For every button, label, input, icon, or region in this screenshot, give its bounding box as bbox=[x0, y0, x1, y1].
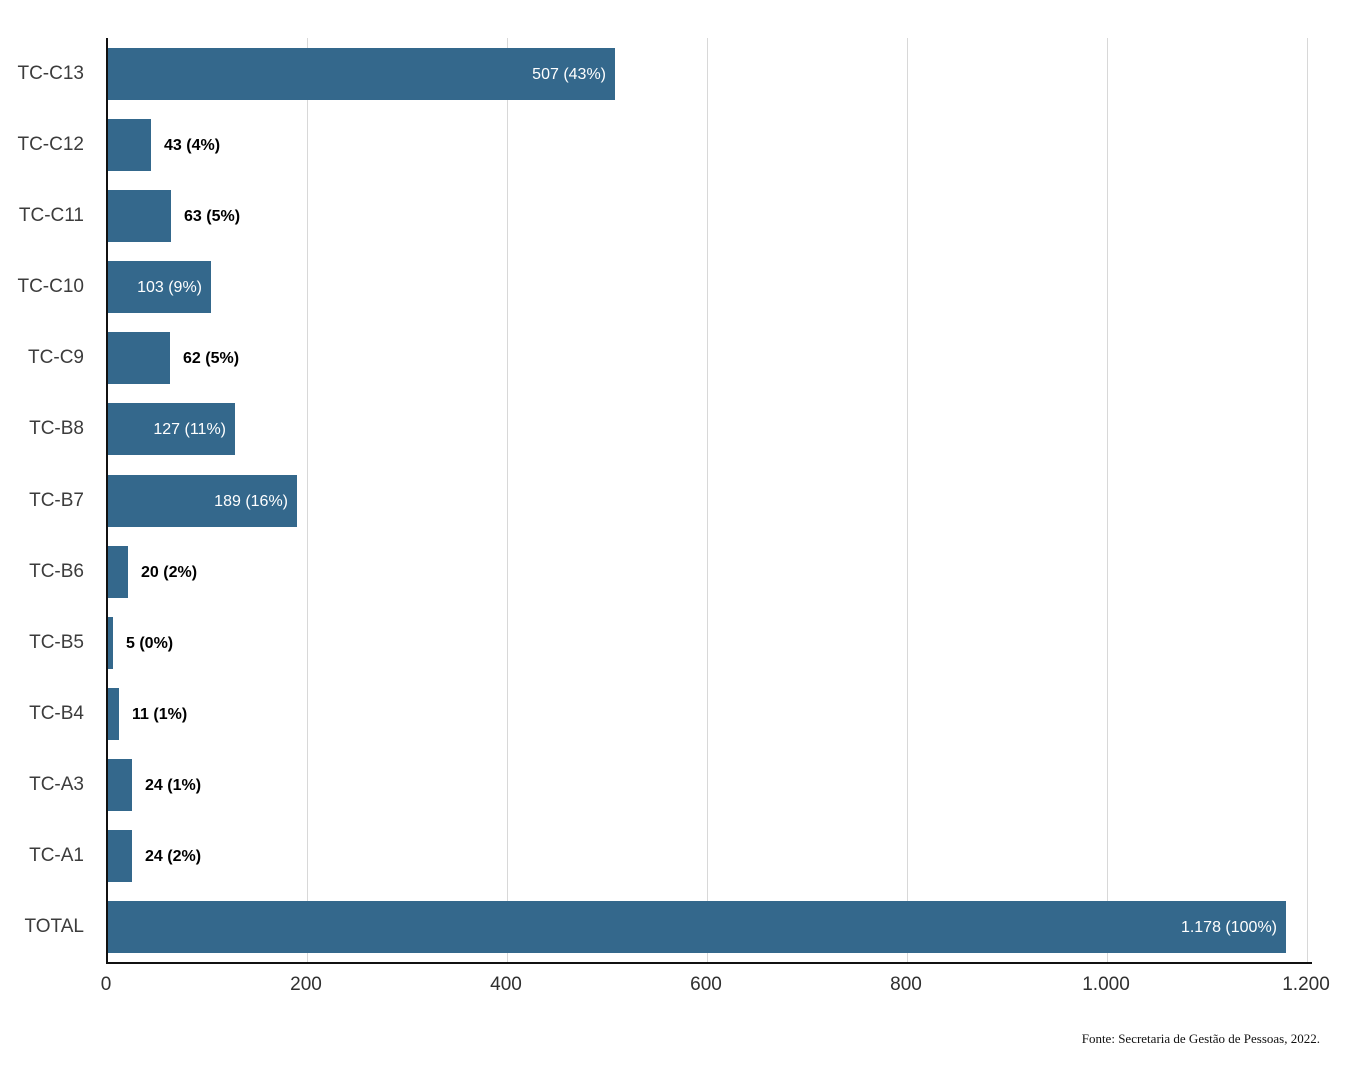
x-tick-label-0: 0 bbox=[100, 974, 112, 995]
category-label-tc-c13: TC-C13 bbox=[17, 62, 84, 84]
bar-tc-c13 bbox=[108, 47, 615, 100]
gridline-800 bbox=[907, 38, 908, 963]
x-tick-label-1200: 1.200 bbox=[1282, 974, 1330, 995]
value-label-total: 1.178 (100%) bbox=[1180, 919, 1277, 937]
category-label-tc-b7: TC-B7 bbox=[29, 489, 84, 511]
category-label-tc-a3: TC-A3 bbox=[29, 774, 84, 796]
bar-tc-a1 bbox=[108, 830, 132, 883]
category-label-total: TOTAL bbox=[24, 916, 84, 938]
bar-total bbox=[108, 901, 1286, 954]
category-label-tc-c9: TC-C9 bbox=[28, 347, 84, 369]
value-label-tc-c11: 63 (5%) bbox=[184, 207, 241, 225]
category-label-tc-b4: TC-B4 bbox=[29, 702, 84, 724]
gridline-400 bbox=[507, 38, 508, 963]
bar-tc-c11 bbox=[108, 189, 171, 242]
category-label-tc-c12: TC-C12 bbox=[17, 133, 84, 155]
x-tick-label-800: 800 bbox=[890, 974, 922, 995]
bar-tc-c10 bbox=[108, 261, 211, 314]
bar-tc-b6 bbox=[108, 545, 128, 598]
value-label-tc-c12: 43 (4%) bbox=[164, 136, 221, 154]
bar-tc-c9 bbox=[108, 332, 170, 385]
bar-tc-c12 bbox=[108, 118, 151, 171]
value-label-tc-b5: 5 (0%) bbox=[126, 634, 174, 652]
value-label-tc-b4: 11 (1%) bbox=[132, 705, 188, 723]
value-label-tc-c10: 103 (9%) bbox=[137, 279, 202, 297]
bar-tc-b7 bbox=[108, 474, 297, 527]
x-tick-label-200: 200 bbox=[290, 974, 322, 995]
x-tick-label-600: 600 bbox=[690, 974, 722, 995]
value-label-tc-c9: 62 (5%) bbox=[183, 350, 240, 368]
bar-tc-b4 bbox=[108, 687, 119, 740]
category-label-tc-b5: TC-B5 bbox=[29, 631, 84, 653]
value-label-tc-a1: 24 (2%) bbox=[145, 848, 202, 866]
x-tick-label-1000: 1.000 bbox=[1082, 974, 1130, 995]
gridline-200 bbox=[307, 38, 308, 963]
x-axis-line bbox=[106, 962, 1312, 964]
value-label-tc-b7: 189 (16%) bbox=[214, 492, 288, 510]
bar-tc-a3 bbox=[108, 759, 132, 812]
category-label-tc-c11: TC-C11 bbox=[18, 204, 84, 226]
category-label-tc-b8: TC-B8 bbox=[29, 418, 84, 440]
category-label-tc-a1: TC-A1 bbox=[29, 845, 84, 867]
gridline-600 bbox=[707, 38, 708, 963]
bar-tc-b8 bbox=[108, 403, 235, 456]
value-label-tc-c13: 507 (43%) bbox=[532, 65, 606, 83]
plot-area: 507 (43%) 43 (4%) 63 (5%) 103 (9%) 62 (5%) 12… bbox=[106, 38, 1308, 963]
bar-tc-b5 bbox=[108, 616, 113, 669]
source-note: Fonte: Secretaria de Gestão de Pessoas, … bbox=[1081, 1031, 1320, 1046]
category-label-tc-c10: TC-C10 bbox=[17, 276, 84, 298]
gridline-1000 bbox=[1107, 38, 1108, 963]
category-label-tc-b6: TC-B6 bbox=[29, 560, 84, 582]
gridline-1200 bbox=[1307, 38, 1308, 963]
value-label-tc-b8: 127 (11%) bbox=[153, 421, 226, 439]
value-label-tc-a3: 24 (1%) bbox=[145, 777, 202, 795]
x-tick-label-400: 400 bbox=[490, 974, 522, 995]
value-label-tc-b6: 20 (2%) bbox=[141, 563, 198, 581]
